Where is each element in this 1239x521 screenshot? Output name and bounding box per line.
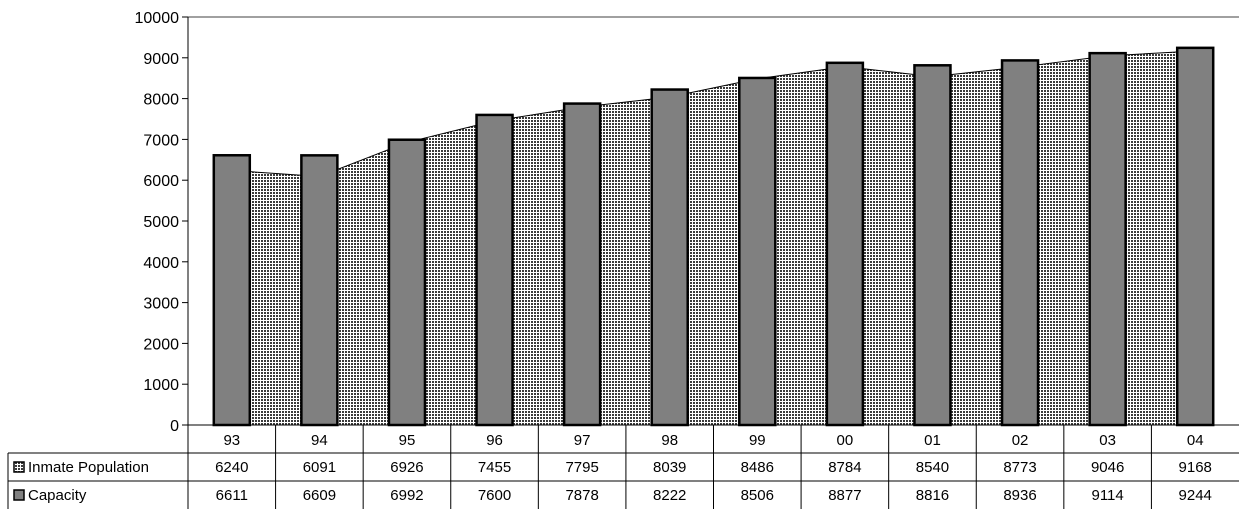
x-tick-label: 02 bbox=[1012, 432, 1029, 449]
x-tick-label: 00 bbox=[837, 432, 854, 449]
legend-key-inmate-population bbox=[13, 461, 25, 473]
data-label: 8506 bbox=[741, 487, 774, 504]
series-area-inmate-population bbox=[231, 50, 1196, 426]
x-tick-label: 95 bbox=[399, 432, 416, 449]
y-tick-label: 6000 bbox=[143, 173, 179, 190]
y-axis: 0 1000 2000 3000 4000 5000 6000 7000 8000 9000 100… bbox=[135, 10, 189, 435]
x-tick-label: 96 bbox=[486, 432, 503, 449]
data-label: 6992 bbox=[390, 487, 423, 504]
y-tick-label: 3000 bbox=[143, 296, 179, 313]
y-tick-label: 9000 bbox=[143, 51, 179, 68]
y-tick-label: 0 bbox=[170, 418, 179, 435]
data-label: 6609 bbox=[303, 487, 336, 504]
capacity-bar-01 bbox=[913, 64, 952, 427]
data-label: 8540 bbox=[916, 459, 949, 476]
plot-area bbox=[188, 16, 1239, 427]
data-label: 9244 bbox=[1179, 487, 1212, 504]
y-tick-label: 4000 bbox=[143, 255, 179, 272]
data-label: 8784 bbox=[828, 459, 861, 476]
data-label: 7878 bbox=[565, 487, 598, 504]
capacity-bar-00 bbox=[825, 61, 865, 427]
x-tick-label: 99 bbox=[749, 432, 766, 449]
data-label: 8773 bbox=[1003, 459, 1036, 476]
y-tick-label: 7000 bbox=[143, 132, 179, 149]
data-label: 8486 bbox=[741, 459, 774, 476]
y-tick-label: 10000 bbox=[135, 10, 180, 27]
data-label: 8222 bbox=[653, 487, 686, 504]
data-label: 6611 bbox=[216, 487, 248, 504]
legend-key-capacity bbox=[13, 489, 25, 501]
data-label: 7455 bbox=[478, 459, 511, 476]
data-label: 9168 bbox=[1179, 459, 1212, 476]
capacity-bar-03 bbox=[1088, 51, 1127, 427]
capacity-bar-95 bbox=[387, 138, 427, 427]
data-label: 9046 bbox=[1091, 459, 1124, 476]
data-label: 9114 bbox=[1091, 487, 1123, 504]
data-label: 6091 bbox=[303, 459, 336, 476]
data-label: 6240 bbox=[215, 459, 248, 476]
x-tick-label: 98 bbox=[661, 432, 678, 449]
data-label: 8877 bbox=[828, 487, 861, 504]
x-tick-label: 93 bbox=[223, 432, 240, 449]
x-tick-label: 03 bbox=[1099, 432, 1116, 449]
y-tick-label: 2000 bbox=[143, 336, 179, 353]
data-label: 8936 bbox=[1003, 487, 1036, 504]
capacity-bar-04 bbox=[1175, 46, 1215, 427]
data-label: 7600 bbox=[478, 487, 511, 504]
x-tick-label: 94 bbox=[311, 432, 328, 449]
x-tick-label: 04 bbox=[1187, 432, 1204, 449]
capacity-bar-98 bbox=[650, 88, 689, 427]
legend-entry: Inmate Population bbox=[28, 459, 149, 476]
x-tick-label: 01 bbox=[924, 432, 941, 449]
x-tick-label: 97 bbox=[574, 432, 591, 449]
capacity-bar-96 bbox=[475, 113, 514, 427]
y-tick-label: 8000 bbox=[143, 92, 179, 109]
capacity-bar-93 bbox=[212, 154, 252, 427]
data-label: 6926 bbox=[390, 459, 423, 476]
capacity-bar-99 bbox=[738, 76, 777, 427]
y-tick-label: 5000 bbox=[143, 214, 179, 231]
data-label: 7795 bbox=[565, 459, 598, 476]
capacity-bar-02 bbox=[1000, 59, 1040, 427]
data-label: 8816 bbox=[916, 487, 949, 504]
data-label: 8039 bbox=[653, 459, 686, 476]
y-tick-label: 1000 bbox=[143, 377, 179, 394]
legend-entry: Capacity bbox=[28, 487, 87, 504]
capacity-bar-94 bbox=[300, 154, 339, 427]
capacity-bar-97 bbox=[562, 102, 602, 427]
data-table: 93 94 95 96 97 98 99 00 01 02 03 04 Inmate Populatio… bbox=[7, 424, 1239, 509]
